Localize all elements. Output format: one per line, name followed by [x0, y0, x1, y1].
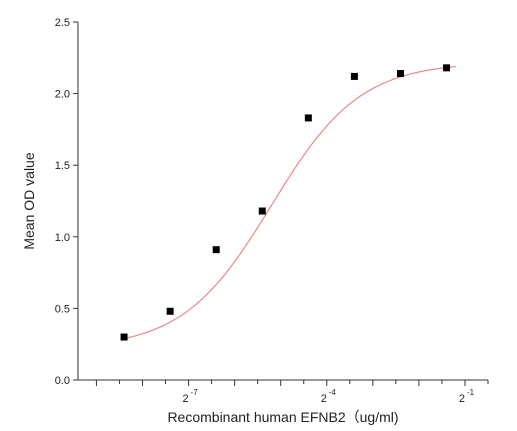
data-point [121, 334, 128, 341]
y-axis-label: Mean OD value [21, 152, 37, 249]
x-axis-label: Recombinant human EFNB2（ug/ml) [167, 409, 398, 425]
x-tick-label: 2 [321, 393, 327, 405]
y-tick-label: 2.0 [55, 89, 70, 101]
y-tick-label: 2.5 [55, 17, 70, 29]
x-tick-exponent: -7 [191, 388, 199, 397]
data-point [167, 308, 174, 315]
x-tick-exponent: -4 [329, 388, 337, 397]
data-points [121, 64, 450, 340]
y-tick-label: 0.0 [55, 375, 70, 387]
fit-curve [124, 67, 456, 339]
y-tick-label: 1.5 [55, 160, 70, 172]
data-point [305, 114, 312, 121]
plot-frame [78, 22, 488, 380]
y-tick-label: 0.5 [55, 303, 70, 315]
data-point [351, 73, 358, 80]
x-axis-ticks: 2-72-42-1 [96, 380, 488, 405]
x-tick-label: 2 [459, 393, 465, 405]
data-point [213, 246, 220, 253]
data-point [259, 208, 266, 215]
y-tick-label: 1.0 [55, 232, 70, 244]
y-axis-ticks: 0.0 0.5 1.0 1.5 2.0 2.5 [55, 17, 78, 387]
x-tick-label: 2 [182, 393, 188, 405]
data-point [443, 64, 450, 71]
data-point [397, 70, 404, 77]
x-tick-exponent: -1 [467, 388, 475, 397]
